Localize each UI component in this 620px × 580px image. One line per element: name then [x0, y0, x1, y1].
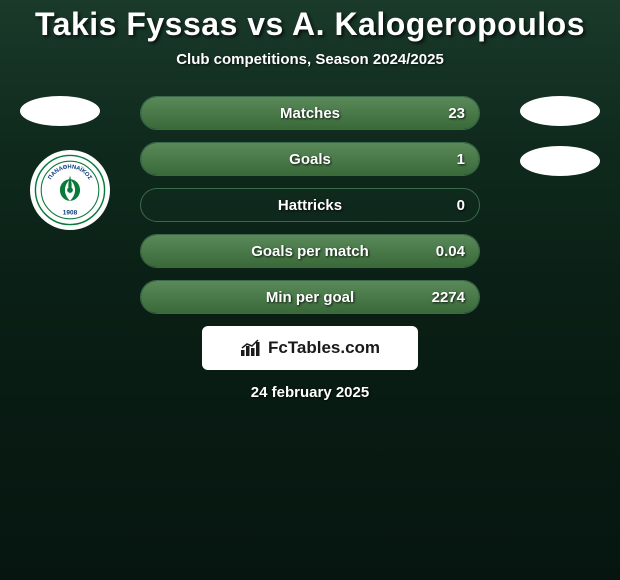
page-subtitle: Club competitions, Season 2024/2025 [0, 51, 620, 68]
stat-label: Goals [289, 151, 331, 168]
footer-date: 24 february 2025 [0, 384, 620, 401]
header: Takis Fyssas vs A. Kalogeropoulos Club c… [0, 0, 620, 68]
footer-brand-badge: FcTables.com [202, 326, 418, 370]
stat-value: 23 [448, 105, 465, 122]
stat-value: 2274 [432, 289, 465, 306]
left-club-badge: ΠΑΝΑΘΗΝΑΪΚΟΣ 1908 [30, 150, 110, 230]
content-area: ΠΑΝΑΘΗΝΑΪΚΟΣ 1908 Matches 23 Goals 1 Hat… [0, 96, 620, 401]
stat-value: 0.04 [436, 243, 465, 260]
stat-row-min-per-goal: Min per goal 2274 [140, 280, 480, 314]
stat-label: Hattricks [278, 197, 342, 214]
stat-value: 0 [457, 197, 465, 214]
stat-label: Min per goal [266, 289, 354, 306]
stats-list: Matches 23 Goals 1 Hattricks 0 Goals per… [140, 96, 480, 314]
left-blank-badge-1 [20, 96, 100, 126]
page-title: Takis Fyssas vs A. Kalogeropoulos [0, 6, 620, 43]
right-blank-badge-2 [520, 146, 600, 176]
svg-text:1908: 1908 [63, 209, 78, 216]
right-blank-badge-1 [520, 96, 600, 126]
stat-row-goals-per-match: Goals per match 0.04 [140, 234, 480, 268]
stat-label: Matches [280, 105, 340, 122]
stat-label: Goals per match [251, 243, 369, 260]
stat-row-hattricks: Hattricks 0 [140, 188, 480, 222]
bar-chart-icon [240, 339, 262, 357]
panathinaikos-icon: ΠΑΝΑΘΗΝΑΪΚΟΣ 1908 [34, 154, 106, 226]
stat-row-matches: Matches 23 [140, 96, 480, 130]
stat-value: 1 [457, 151, 465, 168]
footer-brand-text: FcTables.com [268, 338, 380, 358]
stat-row-goals: Goals 1 [140, 142, 480, 176]
